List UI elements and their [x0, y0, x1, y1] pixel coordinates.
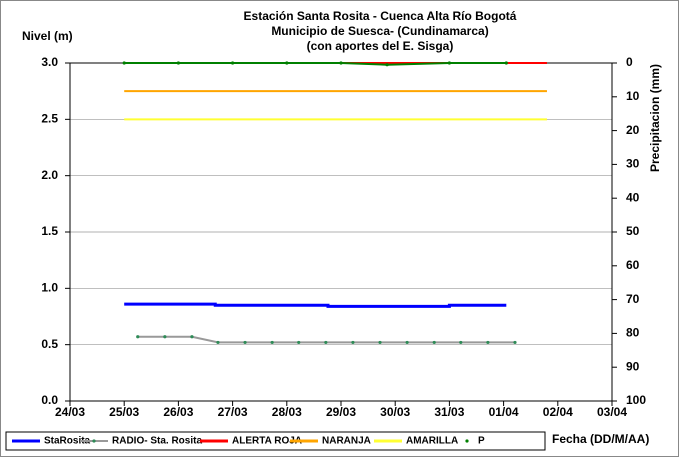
y2-tick-label: 20 — [626, 123, 640, 137]
x-tick-label: 01/04 — [489, 405, 519, 419]
y2-tick-label: 0 — [626, 55, 633, 69]
marker — [176, 61, 180, 65]
y-tick-label: 2.0 — [41, 168, 58, 182]
marker — [122, 61, 126, 65]
x-tick-label: 03/04 — [597, 405, 627, 419]
x-tick-label: 31/03 — [434, 405, 464, 419]
marker — [385, 63, 389, 67]
marker — [270, 340, 274, 345]
legend-label: ALERTA ROJA — [232, 436, 302, 447]
marker — [504, 61, 508, 65]
x-tick-label: 29/03 — [326, 405, 356, 419]
x-tick-label: 02/04 — [543, 405, 573, 419]
x-tick-label: 25/03 — [109, 405, 139, 419]
chart-title: (con aportes del E. Sisga) — [307, 39, 454, 53]
marker — [447, 61, 451, 65]
marker — [190, 335, 194, 339]
marker — [486, 340, 490, 345]
marker — [231, 61, 235, 65]
y-axis-label: Nivel (m) — [22, 29, 73, 43]
legend-label: StaRosita — [44, 436, 91, 447]
y2-tick-label: 40 — [626, 190, 640, 204]
legend-label: P — [478, 436, 485, 447]
y-tick-label: 0.5 — [41, 337, 58, 351]
y2-tick-label: 10 — [626, 89, 640, 103]
marker — [163, 335, 167, 339]
series-line — [124, 302, 507, 308]
y2-axis-label: Precipitacion (mm) — [648, 64, 662, 172]
y2-tick-label: 30 — [626, 157, 640, 171]
y2-tick-label: 80 — [626, 326, 640, 340]
legend-label: NARANJA — [322, 436, 371, 447]
x-tick-label: 27/03 — [218, 405, 248, 419]
marker — [297, 340, 301, 345]
y2-tick-label: 50 — [626, 224, 640, 238]
legend-marker — [92, 439, 96, 443]
chart-title: Estación Santa Rosita - Cuenca Alta Río … — [244, 9, 517, 23]
marker — [459, 340, 463, 345]
marker — [351, 340, 355, 345]
legend-marker — [465, 439, 469, 443]
x-tick-label: 24/03 — [55, 405, 85, 419]
marker — [378, 340, 382, 345]
marker — [432, 340, 436, 345]
marker — [243, 340, 247, 345]
y-tick-label: 1.0 — [41, 281, 58, 295]
legend-label: AMARILLA — [406, 436, 458, 447]
y2-tick-label: 90 — [626, 359, 640, 373]
marker — [324, 340, 328, 345]
x-axis-label: Fecha (DD/M/AA) — [552, 432, 649, 446]
y2-tick-label: 100 — [626, 393, 646, 407]
legend-label: RADIO- Sta. Rosita — [112, 436, 202, 447]
y-tick-label: 3.0 — [41, 55, 58, 69]
marker — [136, 335, 140, 339]
y-tick-label: 1.5 — [41, 224, 58, 238]
legend-box — [5, 431, 546, 451]
x-tick-label: 30/03 — [380, 405, 410, 419]
y2-tick-label: 70 — [626, 292, 640, 306]
marker — [405, 340, 409, 345]
marker — [339, 61, 343, 65]
x-tick-label: 26/03 — [163, 405, 193, 419]
marker — [216, 340, 220, 345]
marker — [285, 61, 289, 65]
y2-tick-label: 60 — [626, 258, 640, 272]
y-tick-label: 2.5 — [41, 112, 58, 126]
series-line — [124, 62, 507, 66]
chart-title: Municipio de Suesca- (Cundinamarca) — [271, 24, 488, 38]
x-tick-label: 28/03 — [272, 405, 302, 419]
y-tick-label: 0.0 — [41, 393, 58, 407]
marker — [513, 340, 517, 345]
